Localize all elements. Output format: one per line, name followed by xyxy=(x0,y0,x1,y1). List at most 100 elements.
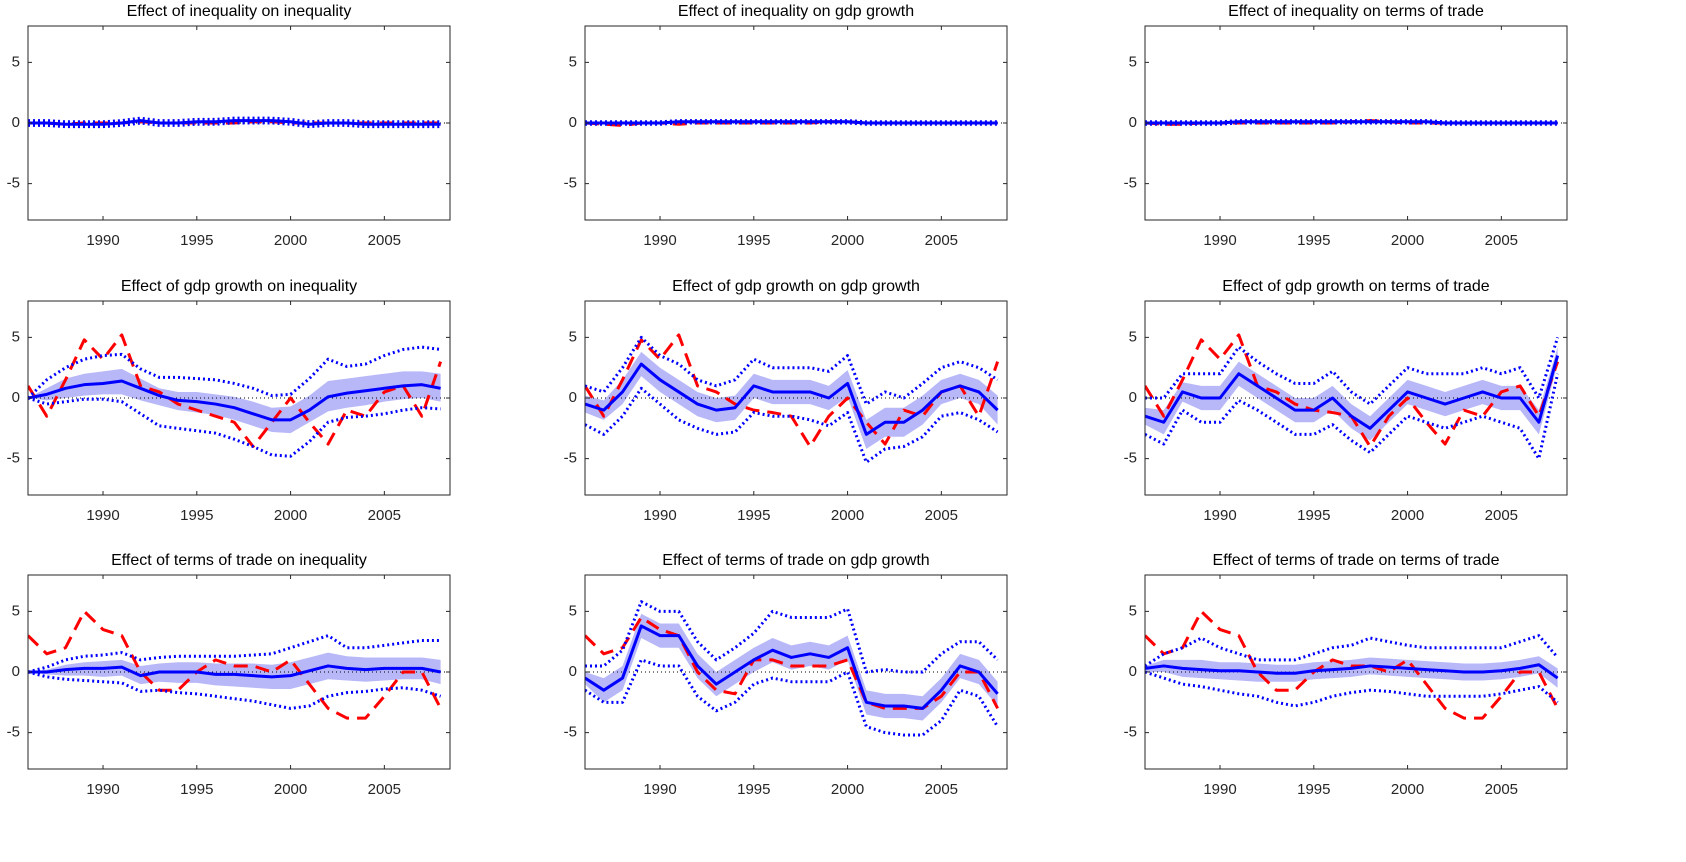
plot-area xyxy=(28,116,450,129)
y-tick-label: 5 xyxy=(12,328,20,345)
x-tick-label: 1990 xyxy=(86,781,119,798)
series-line xyxy=(28,664,441,679)
series-line xyxy=(1145,355,1560,430)
series-line xyxy=(28,609,442,720)
y-tick-label: 0 xyxy=(12,663,20,680)
series-line xyxy=(28,121,441,129)
x-tick-label: 2000 xyxy=(274,507,307,524)
series-line xyxy=(585,119,998,124)
x-tick-label: 1995 xyxy=(1297,232,1330,249)
plot-area xyxy=(1145,333,1567,461)
series-line xyxy=(1145,609,1559,720)
panel-title: Effect of gdp growth on gdp growth xyxy=(672,278,920,295)
plot-area xyxy=(28,333,450,458)
x-tick-label: 1995 xyxy=(737,232,770,249)
y-tick-label: 0 xyxy=(569,663,577,680)
credible-band xyxy=(585,351,998,449)
panel-title: Effect of gdp growth on terms of trade xyxy=(1222,278,1490,295)
y-tick-label: 5 xyxy=(1129,328,1137,345)
series-line xyxy=(28,670,442,710)
credible-band xyxy=(1145,347,1558,441)
x-tick-label: 1995 xyxy=(737,507,770,524)
series-line xyxy=(1145,670,1559,708)
x-tick-label: 2005 xyxy=(925,507,958,524)
series-line xyxy=(585,624,999,710)
y-tick-label: 0 xyxy=(569,389,577,406)
series-line xyxy=(1145,336,1560,406)
panel: Effect of inequality on gdp growth -5 0 5 19… xyxy=(564,3,1008,249)
panel: Effect of terms of trade on inequality -5… xyxy=(7,552,451,798)
x-tick-label: 1990 xyxy=(1203,232,1236,249)
x-tick-label: 1990 xyxy=(643,781,676,798)
series-line xyxy=(585,615,999,710)
x-tick-label: 2000 xyxy=(1391,507,1424,524)
y-tick-label: 5 xyxy=(12,602,20,619)
x-tick-label: 2000 xyxy=(1391,232,1424,249)
series-line xyxy=(28,119,441,126)
y-tick-label: 5 xyxy=(569,53,577,70)
x-tick-label: 2000 xyxy=(274,781,307,798)
series-line xyxy=(585,362,999,436)
panel-title: Effect of terms of trade on gdp growth xyxy=(662,552,929,569)
x-tick-label: 1990 xyxy=(86,507,119,524)
panel: Effect of gdp growth on inequality -5 0 5 19… xyxy=(7,278,451,524)
plot-area xyxy=(1145,119,1567,126)
x-tick-label: 1995 xyxy=(180,781,213,798)
x-tick-label: 1995 xyxy=(180,232,213,249)
y-tick-label: 0 xyxy=(12,114,20,131)
series-line xyxy=(28,379,441,422)
x-tick-label: 1990 xyxy=(86,232,119,249)
plot-area xyxy=(585,119,1007,127)
series-line xyxy=(1145,119,1558,124)
x-tick-label: 2005 xyxy=(368,507,401,524)
y-tick-label: 5 xyxy=(569,602,577,619)
y-tick-label: -5 xyxy=(1124,175,1137,192)
x-tick-label: 2005 xyxy=(1485,507,1518,524)
panel: Effect of inequality on inequality -5 0 5 19… xyxy=(7,3,451,249)
x-tick-label: 2005 xyxy=(368,232,401,249)
x-tick-label: 1990 xyxy=(1203,507,1236,524)
x-tick-label: 2005 xyxy=(368,781,401,798)
y-tick-label: 0 xyxy=(1129,663,1137,680)
panel-title: Effect of inequality on terms of trade xyxy=(1228,3,1484,20)
panel-title: Effect of terms of trade on terms of tra… xyxy=(1213,552,1500,569)
x-tick-label: 2005 xyxy=(1485,781,1518,798)
series-line xyxy=(1145,663,1559,680)
series-line xyxy=(28,116,441,124)
x-tick-label: 1995 xyxy=(180,507,213,524)
x-tick-label: 2000 xyxy=(1391,781,1424,798)
y-tick-label: 0 xyxy=(1129,114,1137,131)
y-tick-label: -5 xyxy=(1124,450,1137,467)
y-tick-label: 5 xyxy=(12,53,20,70)
y-tick-label: -5 xyxy=(7,175,20,192)
y-tick-label: 0 xyxy=(1129,389,1137,406)
series-line xyxy=(28,345,441,400)
x-tick-label: 1995 xyxy=(737,781,770,798)
y-tick-label: -5 xyxy=(564,450,577,467)
y-tick-label: -5 xyxy=(7,724,20,741)
panel-title: Effect of terms of trade on inequality xyxy=(111,552,367,569)
y-tick-label: -5 xyxy=(7,450,20,467)
plot-area xyxy=(28,609,450,720)
panel: Effect of terms of trade on terms of tra… xyxy=(1124,552,1568,798)
panel-title: Effect of inequality on inequality xyxy=(127,3,352,20)
y-tick-label: -5 xyxy=(564,724,577,741)
series-line xyxy=(585,333,1000,448)
x-tick-label: 2005 xyxy=(925,232,958,249)
series-line xyxy=(28,634,441,674)
panel: Effect of terms of trade on gdp growth -5… xyxy=(564,552,1008,798)
credible-band xyxy=(28,652,441,689)
x-tick-label: 1990 xyxy=(643,507,676,524)
x-tick-label: 1995 xyxy=(1297,781,1330,798)
x-tick-label: 2000 xyxy=(831,781,864,798)
y-tick-label: 5 xyxy=(1129,602,1137,619)
y-tick-label: -5 xyxy=(1124,724,1137,741)
plot-area xyxy=(585,600,1007,737)
series-line xyxy=(585,658,999,737)
series-line xyxy=(28,396,441,458)
panel-title: Effect of gdp growth on inequality xyxy=(121,278,357,295)
y-tick-label: 5 xyxy=(1129,53,1137,70)
series-line xyxy=(28,333,443,448)
x-tick-label: 2000 xyxy=(274,232,307,249)
